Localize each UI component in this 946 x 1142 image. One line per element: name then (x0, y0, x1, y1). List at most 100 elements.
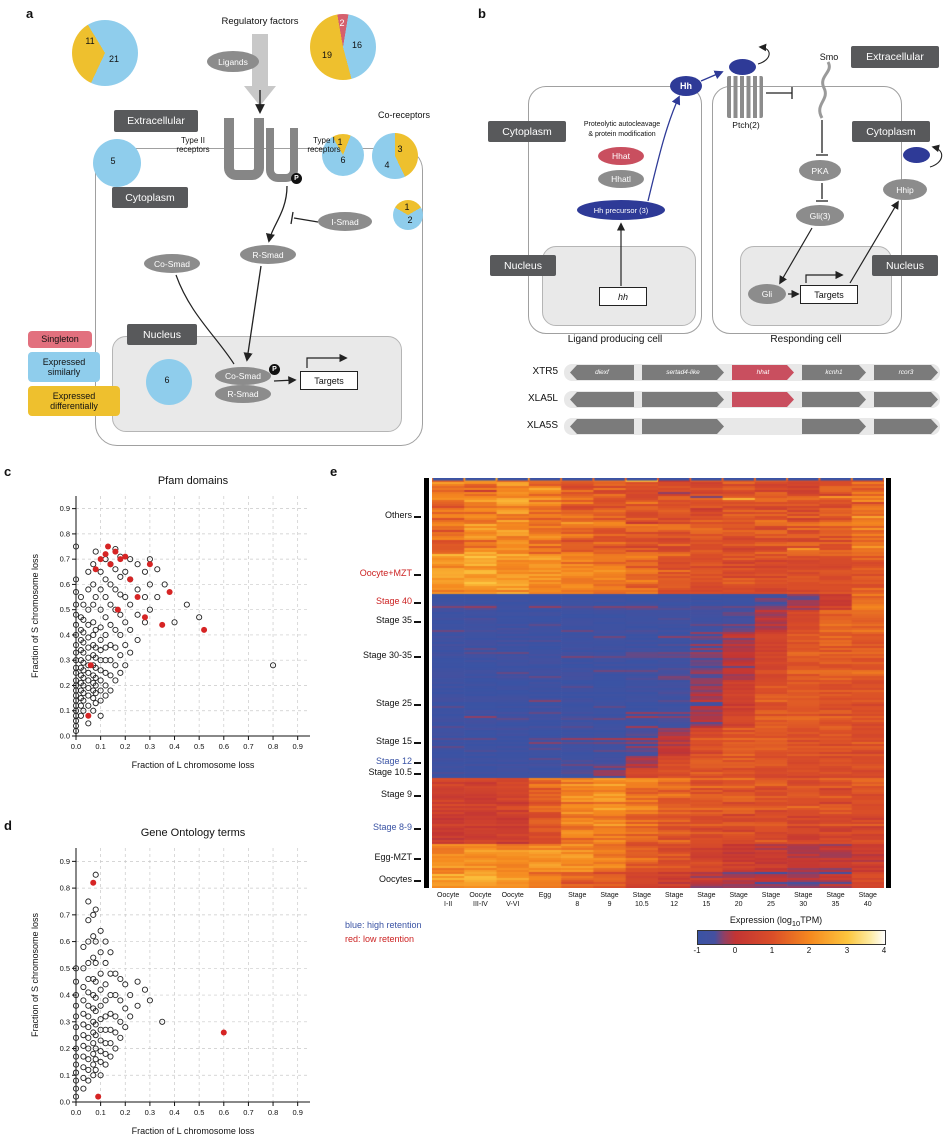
extracellular-label: Extracellular (127, 115, 185, 127)
phospho-badge: P (291, 173, 302, 184)
pka-label: PKA (811, 165, 829, 176)
heatmap-col-label: Stage 8 (568, 892, 587, 908)
expression-colorbar (697, 930, 886, 945)
heatmap-row-tick (414, 621, 421, 623)
heatmap-col-label: Oocyte V-VI (501, 892, 524, 908)
cytoplasm-box-a: Cytoplasm (112, 187, 188, 208)
targets-label: Targets (814, 289, 844, 300)
gene-arrow (802, 392, 866, 407)
targets-label: Targets (314, 375, 344, 386)
svg-text:0.5: 0.5 (60, 964, 70, 973)
r-smad-nuclear-node: R-Smad (215, 385, 271, 403)
ligands-node: Ligands (207, 51, 259, 72)
panel-e-label: e (330, 464, 338, 479)
colorbar-tick: 4 (881, 946, 887, 955)
pie-value: 1 (404, 202, 410, 212)
svg-text:0.0: 0.0 (60, 732, 70, 741)
svg-text:0.0: 0.0 (71, 1108, 81, 1117)
legend-label: Expressed differentially (50, 390, 98, 411)
smo-label: Smo (819, 52, 839, 62)
gene-arrow (642, 419, 724, 434)
pie-coreceptor-1 (322, 134, 364, 176)
synteny-strip (564, 391, 940, 408)
heatmap-row-tick (414, 762, 421, 764)
hh-bound-ptch-node (729, 59, 756, 75)
ligand-flow-arrow-head (244, 86, 276, 106)
gli3-label: Gli(3) (809, 210, 831, 221)
heatmap-row-label: Stage 25 (375, 698, 412, 708)
svg-text:0.0: 0.0 (71, 742, 81, 751)
svg-text:0.3: 0.3 (60, 1017, 70, 1026)
gene-arrow (874, 419, 938, 434)
heatmap-row-label: Egg-MZT (374, 852, 412, 862)
type-i-label: Type I receptors (307, 136, 341, 155)
gene-arrow-diexf: diexf (570, 365, 634, 380)
heatmap-row-label: Stage 9 (380, 789, 412, 799)
hhip-sequester-arrow (929, 144, 943, 168)
svg-text:0.2: 0.2 (60, 1044, 70, 1053)
hh-gene-box: hh (599, 287, 647, 306)
heatmap-col-label: Stage 9 (600, 892, 619, 908)
pie-regulators (72, 20, 138, 86)
nucleus-label: Nucleus (143, 328, 181, 341)
legend-expressed-differentially: Expressed differentially (28, 386, 120, 416)
panel-d-label: d (4, 818, 12, 833)
gene-arrow (802, 419, 866, 434)
ptch-label: Ptch(2) (732, 120, 760, 130)
pie-coreceptor-2 (372, 133, 418, 179)
phospho-badge-nuclear: P (269, 364, 280, 375)
svg-text:Fraction of S chromosome loss: Fraction of S chromosome loss (30, 553, 40, 678)
legend-label: Expressed similarly (42, 356, 86, 377)
svg-text:0.2: 0.2 (60, 681, 70, 690)
heatmap-right-bar (886, 478, 891, 888)
targets-box-a: Targets (300, 371, 358, 390)
gene-arrow (570, 419, 634, 434)
heatmap-col-label: Stage 12 (664, 892, 684, 908)
heatmap-row-label: Stage 8-9 (372, 822, 412, 832)
phospho-label: P (294, 175, 299, 182)
heatmap-row-tick (414, 828, 421, 830)
ligand-cell-caption: Ligand producing cell (567, 334, 663, 345)
hh-label: Hh (680, 81, 692, 91)
gene-arrow (570, 392, 634, 407)
heatmap-row-label: Stage 12 (375, 756, 412, 766)
svg-text:0.9: 0.9 (60, 504, 70, 513)
proteolytic-text-1: Proteolytic autocleavage (583, 121, 661, 128)
heatmap-row-tick (414, 516, 421, 518)
svg-text:0.1: 0.1 (95, 742, 105, 751)
regulatory-factors-label: Regulatory factors (221, 16, 299, 27)
heatmap-col-label: Stage 15 (697, 892, 716, 908)
svg-text:0.1: 0.1 (60, 1071, 70, 1080)
hhatl-node: Hhatl (598, 170, 644, 188)
gli3-node: Gli(3) (796, 205, 844, 226)
svg-text:0.8: 0.8 (60, 529, 70, 538)
extracellular-box-b: Extracellular (851, 46, 939, 68)
nucleus-label: Nucleus (504, 259, 542, 272)
gene-arrow (642, 392, 724, 407)
pie-i-smad (393, 200, 423, 230)
targets-box-b: Targets (800, 285, 858, 304)
svg-text:0.6: 0.6 (60, 580, 70, 589)
svg-text:0.6: 0.6 (219, 742, 229, 751)
i-smad-node: I-Smad (318, 212, 372, 231)
svg-text:0.8: 0.8 (268, 742, 278, 751)
cytoplasm-label: Cytoplasm (502, 125, 552, 138)
heatmap-row-tick (414, 742, 421, 744)
svg-text:0.7: 0.7 (243, 1108, 253, 1117)
cytoplasm-box-right: Cytoplasm (852, 121, 930, 142)
hh-bound-hhip-node (903, 147, 930, 163)
svg-text:0.8: 0.8 (268, 1108, 278, 1117)
synteny-row-label: XLA5L (527, 393, 558, 404)
responding-cell-caption: Responding cell (770, 334, 842, 345)
co-smad-label: Co-Smad (154, 258, 190, 269)
pie-value: 1 (337, 137, 343, 147)
svg-text:Fraction of L chromosome loss: Fraction of L chromosome loss (132, 760, 255, 770)
type-ii-receptor-shape (224, 118, 264, 180)
svg-text:0.0: 0.0 (60, 1098, 70, 1107)
heatmap-row-tick (414, 773, 421, 775)
r-smad-label: R-Smad (252, 249, 284, 260)
hhat-label: Hhat (612, 151, 630, 161)
heatmap-row-tick (414, 858, 421, 860)
synteny-strip: diexf sertad4-like hhat kcnh1 rcor3 (564, 364, 940, 381)
ptch-recycle-arrow (757, 43, 770, 65)
